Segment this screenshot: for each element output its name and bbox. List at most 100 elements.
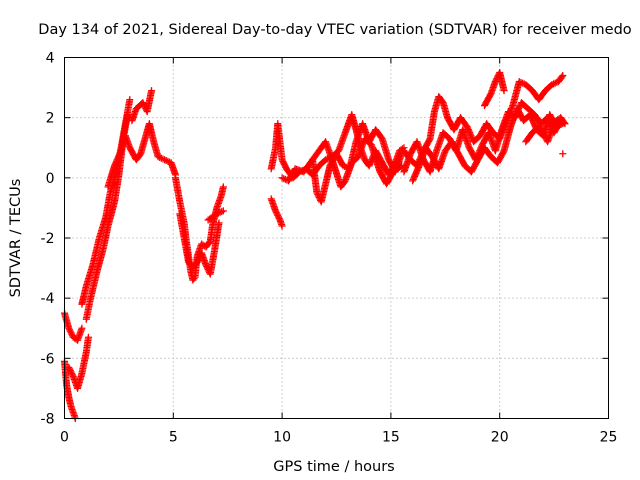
data-point xyxy=(550,80,558,88)
data-point xyxy=(528,115,536,123)
data-point xyxy=(272,208,280,216)
x-tick-label: 15 xyxy=(382,430,400,446)
data-point xyxy=(411,171,419,179)
data-point xyxy=(414,165,422,173)
data-point xyxy=(313,189,321,197)
data-point xyxy=(280,175,288,183)
data-point xyxy=(548,81,556,89)
data-point xyxy=(539,129,547,137)
data-point xyxy=(500,87,508,95)
data-point xyxy=(409,177,417,185)
data-point xyxy=(540,130,548,138)
data-point xyxy=(278,156,286,164)
data-point xyxy=(216,208,224,216)
y-tick-label: -2 xyxy=(41,231,55,247)
data-point xyxy=(161,156,169,164)
y-axis-label: SDTVAR / TECUs xyxy=(8,179,24,298)
data-point xyxy=(468,133,476,141)
data-point xyxy=(139,99,147,107)
data-point xyxy=(411,172,419,180)
data-point xyxy=(157,154,165,162)
data-point xyxy=(190,275,198,283)
data-point xyxy=(274,211,282,219)
data-point xyxy=(464,124,472,132)
data-point xyxy=(202,261,210,269)
data-point xyxy=(410,174,418,182)
data-point xyxy=(527,114,535,122)
data-point xyxy=(162,157,170,165)
data-point xyxy=(508,103,516,111)
data-point xyxy=(116,148,124,156)
data-point xyxy=(111,160,119,168)
data-point xyxy=(116,150,124,158)
data-point xyxy=(463,123,471,131)
data-point xyxy=(278,222,286,230)
data-point xyxy=(218,208,226,216)
data-point xyxy=(551,120,559,128)
plot-frame xyxy=(64,57,609,419)
data-point xyxy=(114,153,122,161)
y-tick-label: 4 xyxy=(46,51,55,67)
data-point xyxy=(560,118,568,126)
data-point xyxy=(68,330,76,338)
data-point xyxy=(530,120,538,128)
data-point xyxy=(279,157,287,165)
data-point xyxy=(365,162,373,170)
data-point xyxy=(466,130,474,138)
data-point xyxy=(113,156,121,164)
data-point xyxy=(561,120,569,128)
data-point xyxy=(115,151,123,159)
y-tick-label: -6 xyxy=(41,351,55,367)
data-point xyxy=(281,162,289,170)
data-point xyxy=(415,163,423,171)
data-point xyxy=(278,174,286,182)
data-point xyxy=(366,159,374,167)
tick-labels: 0 5 10 15 20 25 -8 -6 -4 -2 0 2 4 xyxy=(41,51,618,446)
x-axis-label: GPS time / hours xyxy=(273,459,394,475)
data-point xyxy=(275,214,283,222)
data-point xyxy=(214,209,222,217)
axis-ticks xyxy=(64,57,609,419)
data-point xyxy=(467,132,475,140)
data-point xyxy=(67,368,75,376)
data-point xyxy=(114,154,122,162)
data-point xyxy=(515,78,523,86)
data-point xyxy=(194,257,202,265)
data-point xyxy=(272,207,280,215)
y-tick-label: 0 xyxy=(46,171,55,187)
y-tick-label: -4 xyxy=(41,291,55,307)
data-point xyxy=(529,118,537,126)
data-point xyxy=(527,112,535,120)
data-point xyxy=(66,327,74,335)
data-point xyxy=(164,157,172,165)
data-point xyxy=(558,73,566,81)
data-point xyxy=(526,111,534,119)
data-point xyxy=(78,324,86,332)
data-point xyxy=(559,150,567,158)
y-tick-label: -8 xyxy=(41,412,55,428)
data-point xyxy=(154,153,162,161)
x-tick-label: 0 xyxy=(60,430,69,446)
data-point xyxy=(68,369,76,377)
data-point xyxy=(550,121,558,129)
data-point xyxy=(412,169,420,177)
data-point xyxy=(84,333,92,341)
data-point xyxy=(112,159,120,167)
data-point xyxy=(280,160,288,168)
data-point xyxy=(67,329,75,337)
x-tick-label: 25 xyxy=(600,430,618,446)
data-point xyxy=(491,78,499,86)
data-point xyxy=(66,326,74,334)
data-point xyxy=(551,79,559,87)
data-point xyxy=(413,166,421,174)
y-tick-label: 2 xyxy=(46,111,55,127)
data-points xyxy=(61,69,569,422)
data-point xyxy=(66,365,74,373)
data-point xyxy=(65,363,73,371)
data-point xyxy=(215,219,223,227)
data-point xyxy=(126,96,134,104)
data-point xyxy=(159,155,167,163)
data-point xyxy=(274,213,282,221)
data-point xyxy=(529,117,537,125)
data-point xyxy=(66,366,74,374)
